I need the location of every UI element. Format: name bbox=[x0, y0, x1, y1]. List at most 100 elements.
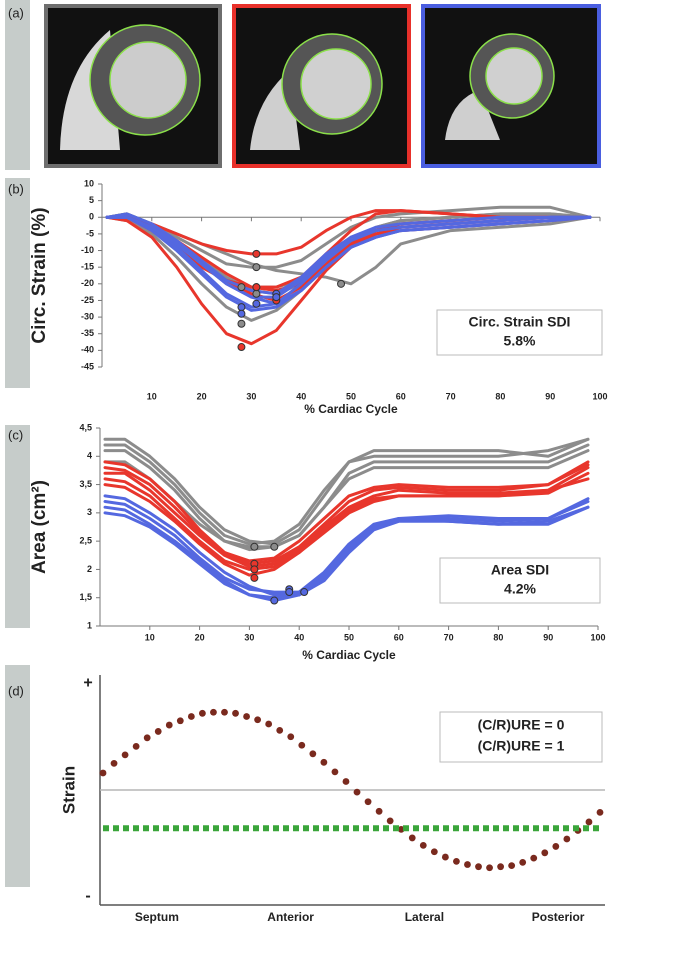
x-tick-label: 50 bbox=[346, 391, 356, 401]
legend-entry: (C/R)URE = 1 bbox=[478, 738, 565, 754]
y-tick-label: -35 bbox=[81, 328, 94, 338]
x-tick-label: 50 bbox=[344, 632, 354, 642]
strain-dot bbox=[143, 734, 151, 742]
annotation-text: 5.8% bbox=[504, 333, 536, 349]
y-axis-title: Strain bbox=[59, 766, 78, 814]
x-tick-label: 60 bbox=[396, 391, 406, 401]
strain-dot bbox=[486, 864, 493, 872]
strain-dot bbox=[309, 750, 317, 758]
mri-image bbox=[232, 4, 411, 168]
strain-dot bbox=[453, 857, 460, 865]
min-marker bbox=[250, 542, 259, 551]
strain-dot bbox=[265, 720, 273, 728]
strain-dot bbox=[342, 778, 350, 785]
strain-dot bbox=[331, 768, 339, 776]
y-tick-label: 5 bbox=[89, 195, 94, 205]
y-axis-title: Circ. Strain (%) bbox=[29, 207, 50, 343]
strain-dot bbox=[408, 834, 416, 842]
strain-dot bbox=[232, 709, 239, 717]
x-tick-label: 30 bbox=[246, 391, 256, 401]
annotation-text: Area SDI bbox=[491, 562, 549, 578]
mri-image bbox=[44, 4, 222, 168]
x-tick-label: 80 bbox=[495, 391, 505, 401]
panel-strip bbox=[5, 178, 30, 388]
strain-dot bbox=[541, 849, 549, 857]
min-marker bbox=[252, 283, 261, 292]
strain-dot bbox=[210, 708, 217, 716]
y-tick-label: 4 bbox=[87, 451, 92, 461]
strain-dot bbox=[121, 751, 129, 759]
strain-dot bbox=[298, 741, 306, 749]
strain-dot bbox=[353, 788, 361, 796]
x-axis-title: % Cardiac Cycle bbox=[302, 648, 396, 662]
series-line bbox=[103, 505, 590, 600]
strain-dot bbox=[243, 713, 250, 720]
strain-dot bbox=[320, 758, 328, 766]
strain-dot bbox=[430, 848, 438, 856]
strain-dot bbox=[419, 841, 427, 849]
y-axis-title: Area (cm²) bbox=[29, 480, 50, 574]
strain-dot bbox=[287, 733, 295, 741]
strain-dot bbox=[386, 817, 394, 825]
x-tick-label: 70 bbox=[444, 632, 454, 642]
x-axis-title: % Cardiac Cycle bbox=[304, 402, 398, 416]
y-tick-label: + bbox=[83, 675, 92, 692]
min-marker bbox=[252, 249, 261, 258]
y-tick-label: -5 bbox=[86, 228, 94, 238]
y-tick-label: 4,5 bbox=[79, 422, 92, 432]
strain-dot bbox=[375, 807, 383, 815]
x-category-label: Lateral bbox=[405, 910, 444, 924]
annotation-box bbox=[436, 309, 603, 356]
y-tick-label: -10 bbox=[81, 245, 94, 255]
min-marker bbox=[237, 303, 246, 312]
x-tick-label: 20 bbox=[195, 632, 205, 642]
series-line bbox=[105, 205, 592, 269]
y-tick-label: 2 bbox=[87, 564, 92, 574]
mri-image bbox=[421, 4, 601, 168]
min-marker bbox=[272, 293, 281, 302]
y-tick-label: -45 bbox=[81, 361, 94, 371]
strain-dot bbox=[585, 818, 593, 826]
strain-dot bbox=[221, 708, 228, 716]
x-category-label: Posterior bbox=[532, 910, 585, 924]
y-tick-label: -15 bbox=[81, 262, 94, 272]
strain-dot bbox=[364, 798, 372, 806]
x-tick-label: 70 bbox=[446, 391, 456, 401]
panel-strip bbox=[5, 425, 30, 628]
x-category-label: Anterior bbox=[267, 910, 314, 924]
min-marker bbox=[250, 565, 259, 574]
strain-dot bbox=[99, 769, 107, 777]
y-tick-label: -40 bbox=[81, 345, 94, 355]
strain-dot bbox=[441, 853, 449, 861]
x-tick-label: 60 bbox=[394, 632, 404, 642]
y-tick-label: 10 bbox=[84, 178, 94, 188]
series-line bbox=[103, 437, 590, 546]
min-marker bbox=[300, 588, 309, 597]
min-marker bbox=[237, 283, 246, 292]
x-tick-label: 40 bbox=[294, 632, 304, 642]
x-tick-label: 90 bbox=[543, 632, 553, 642]
y-tick-label: 0 bbox=[89, 212, 94, 222]
x-tick-label: 10 bbox=[147, 391, 157, 401]
legend-entry: (C/R)URE = 0 bbox=[478, 717, 565, 733]
y-tick-label: - bbox=[85, 888, 90, 905]
x-category-label: Septum bbox=[135, 910, 179, 924]
x-tick-label: 100 bbox=[590, 632, 605, 642]
min-marker bbox=[337, 279, 346, 288]
panel-strip bbox=[5, 665, 30, 887]
strain-dot bbox=[110, 759, 118, 767]
legend-box bbox=[439, 711, 603, 763]
strain-dot bbox=[132, 742, 140, 750]
series-line bbox=[103, 477, 590, 577]
strain-dot bbox=[464, 861, 471, 868]
y-tick-label: 1 bbox=[87, 620, 92, 630]
min-marker bbox=[252, 299, 261, 308]
y-tick-label: 3 bbox=[87, 507, 92, 517]
series-line bbox=[103, 460, 590, 566]
strain-dot bbox=[276, 726, 284, 734]
series-line bbox=[105, 212, 592, 296]
series-line bbox=[103, 463, 590, 563]
x-tick-label: 30 bbox=[244, 632, 254, 642]
x-tick-label: 100 bbox=[592, 391, 607, 401]
